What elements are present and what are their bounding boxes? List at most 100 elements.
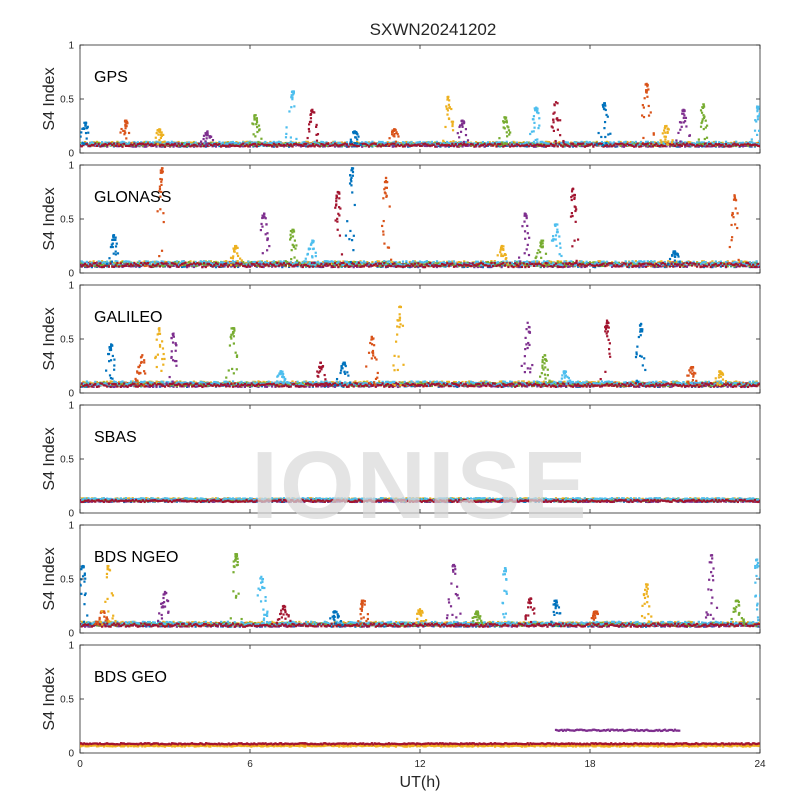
- data-point: [538, 117, 540, 119]
- data-point: [310, 121, 312, 123]
- data-point: [204, 140, 206, 142]
- data-point: [640, 145, 642, 147]
- data-point: [312, 143, 314, 145]
- data-point: [725, 143, 727, 145]
- data-point: [553, 103, 555, 105]
- data-point: [291, 98, 293, 100]
- data-point: [276, 146, 278, 148]
- data-point: [675, 139, 677, 141]
- data-point: [200, 140, 202, 142]
- data-point: [157, 143, 159, 145]
- data-point: [203, 135, 205, 137]
- data-point: [258, 129, 260, 131]
- data-point: [164, 146, 166, 148]
- data-point: [682, 109, 684, 111]
- data-point: [85, 132, 87, 134]
- data-point: [308, 123, 310, 125]
- data-point: [538, 125, 540, 127]
- data-point: [681, 145, 683, 147]
- data-point: [395, 141, 397, 143]
- data-point: [506, 143, 508, 145]
- data-point: [506, 135, 508, 137]
- data-point: [504, 145, 506, 147]
- data-point: [642, 137, 644, 139]
- data-point: [509, 131, 511, 133]
- data-point: [355, 136, 357, 138]
- data-point: [255, 114, 257, 116]
- data-point: [176, 145, 178, 147]
- data-point: [123, 143, 125, 145]
- data-point: [451, 143, 453, 145]
- data-point: [124, 120, 126, 122]
- data-point: [646, 91, 648, 93]
- data-point: [705, 126, 707, 128]
- data-point: [128, 132, 130, 134]
- data-point: [433, 144, 435, 146]
- data-point: [671, 139, 673, 141]
- data-point: [80, 131, 82, 133]
- data-point: [354, 130, 356, 132]
- data-point: [625, 141, 627, 143]
- data-point: [605, 142, 607, 144]
- data-point: [448, 118, 450, 120]
- data-point: [762, 135, 764, 137]
- data-point: [350, 139, 352, 141]
- data-point: [660, 141, 662, 143]
- data-point: [393, 143, 395, 145]
- y-tick-label: 1: [68, 41, 74, 52]
- data-point: [569, 145, 571, 147]
- data-point: [448, 99, 450, 101]
- data-point: [552, 121, 554, 123]
- data-point: [603, 127, 605, 129]
- data-point: [319, 145, 321, 147]
- data-point: [285, 136, 287, 138]
- data-point: [271, 145, 273, 147]
- data-point: [356, 142, 358, 144]
- data-point: [184, 145, 186, 147]
- data-point: [451, 125, 453, 127]
- data-point: [679, 121, 681, 123]
- data-point: [161, 141, 163, 143]
- data-point: [648, 115, 650, 117]
- data-point: [468, 144, 470, 146]
- data-point: [723, 145, 725, 147]
- data-point: [205, 132, 207, 134]
- data-point: [487, 141, 489, 143]
- data-point: [701, 145, 703, 147]
- data-point: [701, 112, 703, 114]
- data-point: [174, 143, 176, 145]
- data-point: [643, 116, 645, 118]
- data-point: [662, 132, 664, 134]
- data-point: [704, 138, 706, 140]
- axes-box: [80, 165, 760, 273]
- data-point: [291, 90, 293, 92]
- data-point: [551, 125, 553, 127]
- data-point: [681, 113, 683, 115]
- data-point: [698, 143, 700, 145]
- data-point: [253, 118, 255, 120]
- data-point: [705, 142, 707, 144]
- data-point: [533, 127, 535, 129]
- data-point: [444, 126, 446, 128]
- data-point: [534, 109, 536, 111]
- data-point: [81, 142, 83, 144]
- data-point: [442, 140, 444, 142]
- data-point: [410, 141, 412, 143]
- data-point: [679, 140, 681, 142]
- data-point: [356, 138, 358, 140]
- data-point: [158, 128, 160, 130]
- data-point: [126, 122, 128, 124]
- data-point: [472, 143, 474, 145]
- data-point: [533, 130, 535, 132]
- data-point: [308, 130, 310, 132]
- data-point: [308, 128, 310, 130]
- data-point: [327, 143, 329, 145]
- data-point: [492, 145, 494, 147]
- data-point: [252, 123, 254, 125]
- data-point: [665, 125, 667, 127]
- data-point: [290, 136, 292, 138]
- data-point: [447, 96, 449, 98]
- data-point: [637, 142, 639, 144]
- data-point: [85, 122, 87, 124]
- data-point: [631, 141, 633, 143]
